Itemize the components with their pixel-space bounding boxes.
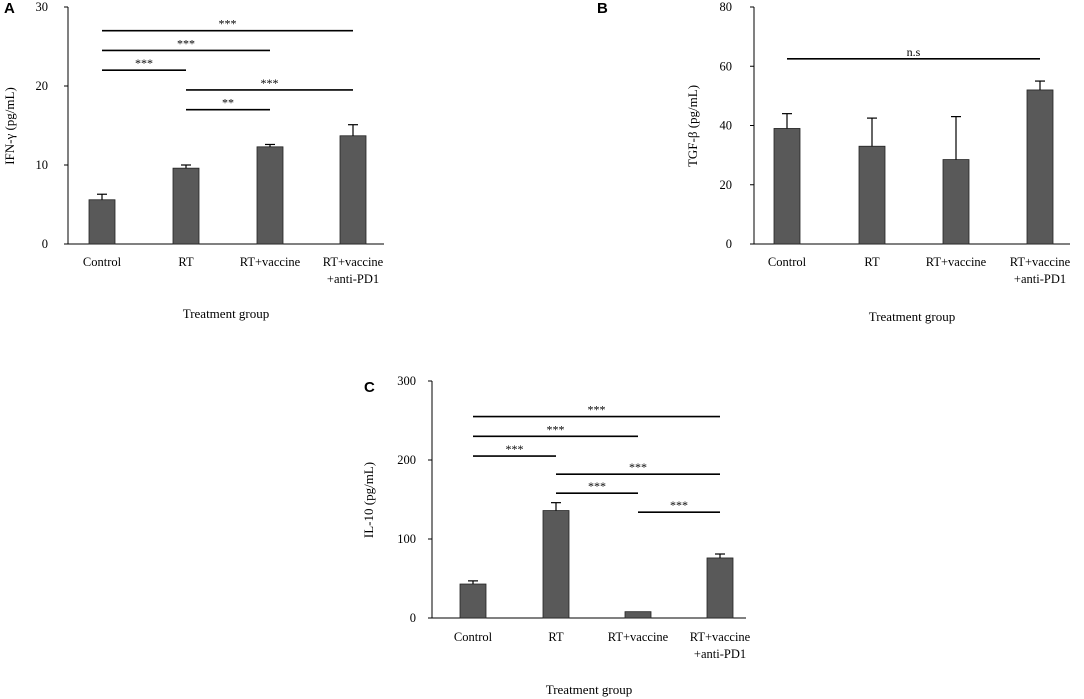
category-label: RT: [864, 255, 880, 269]
y-tick-label: 0: [726, 237, 732, 251]
significance-label: ***: [135, 56, 153, 70]
y-tick-label: 40: [720, 119, 733, 133]
significance-label: ***: [588, 403, 606, 417]
category-label: +anti-PD1: [694, 647, 746, 661]
y-tick-label: 10: [36, 158, 49, 172]
significance-label: **: [222, 96, 234, 110]
significance-label: ***: [670, 498, 688, 512]
panel-letter: C: [364, 379, 375, 396]
panel-C: C 0 100 200 300 IL-10 (pg/mL) Control RT RT+vacc…: [361, 374, 751, 697]
bar: [172, 167, 200, 245]
category-label: RT+vaccine: [323, 255, 384, 269]
bar: [1026, 89, 1054, 245]
y-tick-label: 30: [36, 0, 49, 14]
panel-B: B 0 20 40 60 80 TGF-β (pg/mL) Control RT RT+vacci…: [597, 0, 1071, 324]
significance-label: n.s: [907, 45, 921, 59]
panel-letter: A: [4, 0, 15, 17]
x-axis-title: Treatment group: [183, 306, 270, 321]
bar: [459, 583, 487, 619]
y-tick-label: 300: [397, 374, 416, 388]
bar: [706, 557, 734, 619]
bar: [773, 128, 801, 245]
category-label: +anti-PD1: [327, 272, 379, 286]
bar: [942, 159, 970, 245]
category-label: RT+vaccine: [240, 255, 301, 269]
x-axis-title: Treatment group: [869, 309, 956, 324]
category-label: RT+vaccine: [690, 630, 751, 644]
significance-label: ***: [219, 17, 237, 31]
y-tick-label: 80: [720, 0, 733, 14]
category-label: RT: [548, 630, 564, 644]
significance-label: ***: [261, 76, 279, 90]
y-tick-label: 100: [397, 532, 416, 546]
category-label: RT+vaccine: [926, 255, 987, 269]
significance-label: ***: [506, 442, 524, 456]
category-label: Control: [768, 255, 807, 269]
y-tick-label: 0: [42, 237, 48, 251]
panel-letter: B: [597, 0, 608, 17]
category-label: Control: [83, 255, 122, 269]
category-label: RT: [178, 255, 194, 269]
significance-label: ***: [177, 36, 195, 50]
category-label: +anti-PD1: [1014, 272, 1066, 286]
significance-label: ***: [547, 422, 565, 436]
panel-A: A 0 10 20 30 IFN-γ (pg/mL) Control RT RT+vaccine…: [2, 0, 384, 321]
bar: [858, 145, 886, 245]
significance-label: ***: [629, 460, 647, 474]
y-axis-title: IL-10 (pg/mL): [361, 462, 376, 538]
y-axis-title: TGF-β (pg/mL): [685, 85, 700, 167]
y-tick-label: 20: [36, 79, 49, 93]
y-tick-label: 200: [397, 453, 416, 467]
x-axis-title: Treatment group: [546, 682, 633, 697]
bar: [542, 510, 570, 619]
bar: [256, 146, 284, 245]
bar: [339, 135, 367, 245]
y-tick-label: 20: [720, 178, 733, 192]
y-tick-label: 60: [720, 59, 733, 73]
bar: [88, 199, 116, 245]
category-label: RT+vaccine: [608, 630, 669, 644]
y-axis-title: IFN-γ (pg/mL): [2, 87, 17, 165]
category-label: RT+vaccine: [1010, 255, 1071, 269]
bar: [624, 611, 652, 619]
y-tick-label: 0: [410, 611, 416, 625]
significance-label: ***: [588, 479, 606, 493]
category-label: Control: [454, 630, 493, 644]
